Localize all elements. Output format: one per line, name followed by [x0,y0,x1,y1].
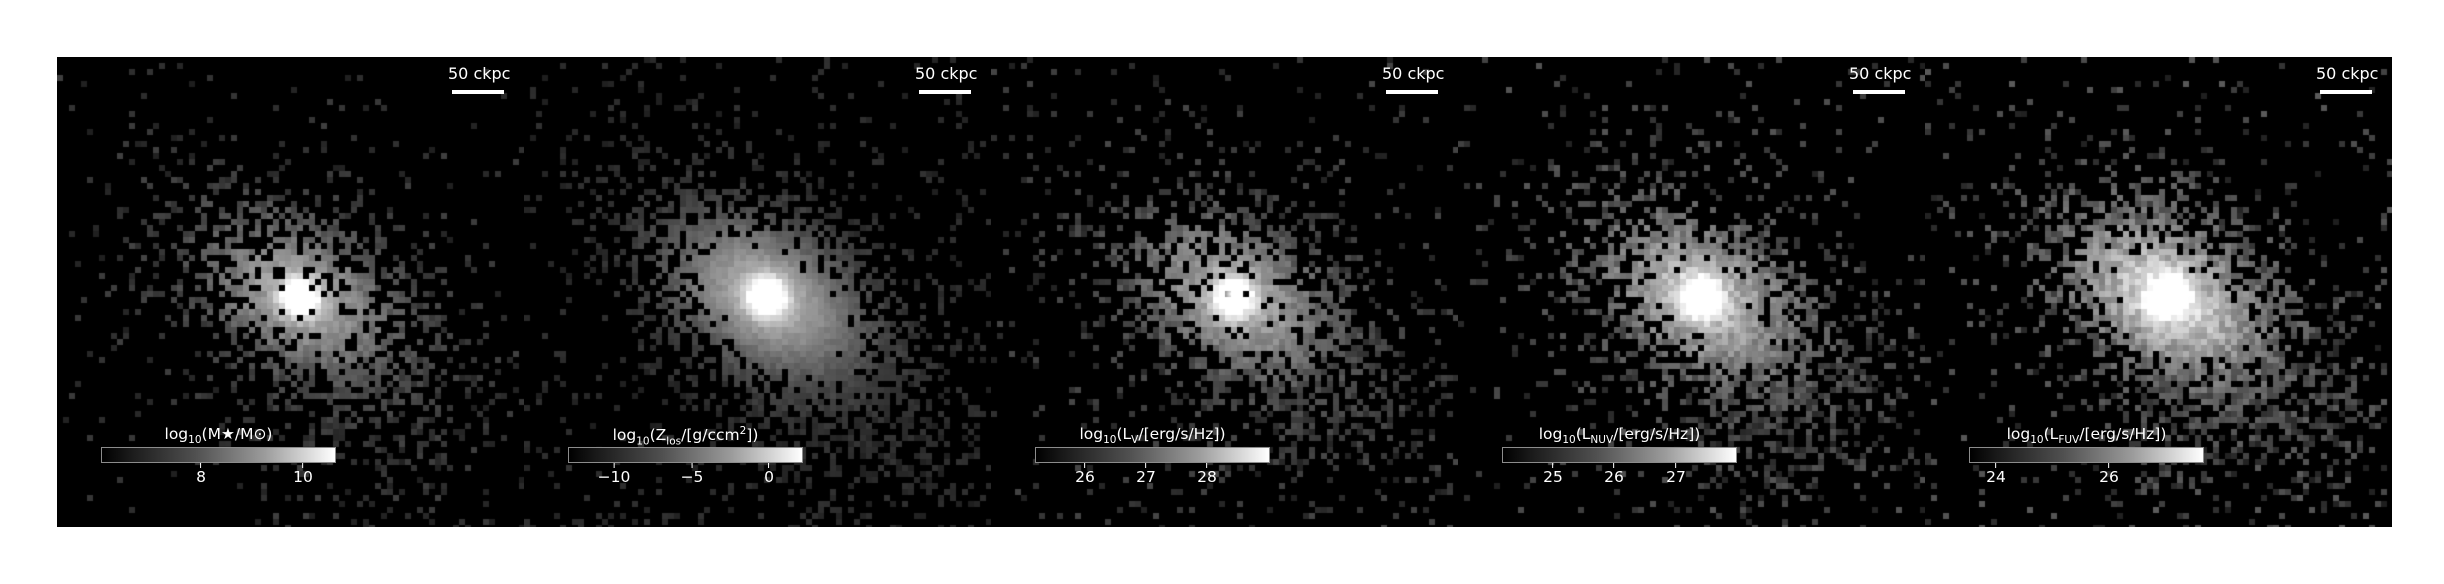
colorbar: log10(Zlos/[g/ccm2]) −10 −5 0 [568,425,803,486]
scalebar: 50 ckpc [1849,64,1912,94]
scalebar-line [1853,90,1905,94]
colorbar-label: log10(Zlos/[g/ccm2]) [612,425,759,448]
colorbar-tick: 8 [196,463,206,486]
colorbar-tick: 27 [1666,463,1686,486]
colorbar-tick: 26 [1604,463,1624,486]
colorbar-tick: 0 [764,463,774,486]
colorbar-tick: −10 [598,463,630,486]
scalebar-label: 50 ckpc [1382,64,1445,83]
colorbar-tick: 25 [1543,463,1563,486]
colorbar: log10(LNUV/[erg/s/Hz]) 25 26 27 [1502,425,1737,486]
scalebar: 50 ckpc [448,64,511,94]
panel-stellar-mass: 50 ckpc log10(M★/M⊙) 8 10 [57,57,524,527]
scalebar-label: 50 ckpc [448,64,511,83]
scalebar: 50 ckpc [915,64,978,94]
panel-v-band: 50 ckpc log10(LV/[erg/s/Hz]) 26 27 28 [991,57,1458,527]
colorbar-gradient [1035,447,1270,463]
colorbar-tick: −5 [681,463,703,486]
colorbar-tick: 26 [1075,463,1095,486]
panel-nuv-band: 50 ckpc log10(LNUV/[erg/s/Hz]) 25 26 27 [1458,57,1925,527]
scalebar: 50 ckpc [2316,64,2379,94]
colorbar-label: log10(M★/M⊙) [164,425,273,447]
colorbar-tick: 24 [1986,463,2006,486]
colorbar-tick: 27 [1136,463,1156,486]
colorbar-label: log10(LV/[erg/s/Hz]) [1079,425,1226,447]
colorbar-tick: 26 [2099,463,2119,486]
colorbar-gradient [1502,447,1737,463]
colorbar: log10(LV/[erg/s/Hz]) 26 27 28 [1035,425,1270,486]
colorbar-gradient [1969,447,2204,463]
colorbar: log10(M★/M⊙) 8 10 [101,425,336,486]
colorbar: log10(LFUV/[erg/s/Hz]) 24 26 [1969,425,2204,486]
scalebar-label: 50 ckpc [915,64,978,83]
scalebar-line [1386,90,1438,94]
colorbar-tick: 10 [293,463,313,486]
scalebar-label: 50 ckpc [2316,64,2379,83]
colorbar-label: log10(LNUV/[erg/s/Hz]) [1538,425,1701,447]
colorbar-tick: 28 [1197,463,1217,486]
colorbar-gradient [568,447,803,463]
scalebar-line [919,90,971,94]
figure: 50 ckpc log10(M★/M⊙) 8 10 50 ckpc log10(… [57,57,2392,527]
scalebar-label: 50 ckpc [1849,64,1912,83]
panel-fuv-band: 50 ckpc log10(LFUV/[erg/s/Hz]) 24 26 [1925,57,2392,527]
scalebar-line [2320,90,2372,94]
colorbar-gradient [101,447,336,463]
scalebar: 50 ckpc [1382,64,1445,94]
colorbar-label: log10(LFUV/[erg/s/Hz]) [2006,425,2167,447]
scalebar-line [452,90,504,94]
panel-metal-column: 50 ckpc log10(Zlos/[g/ccm2]) −10 −5 0 [524,57,991,527]
